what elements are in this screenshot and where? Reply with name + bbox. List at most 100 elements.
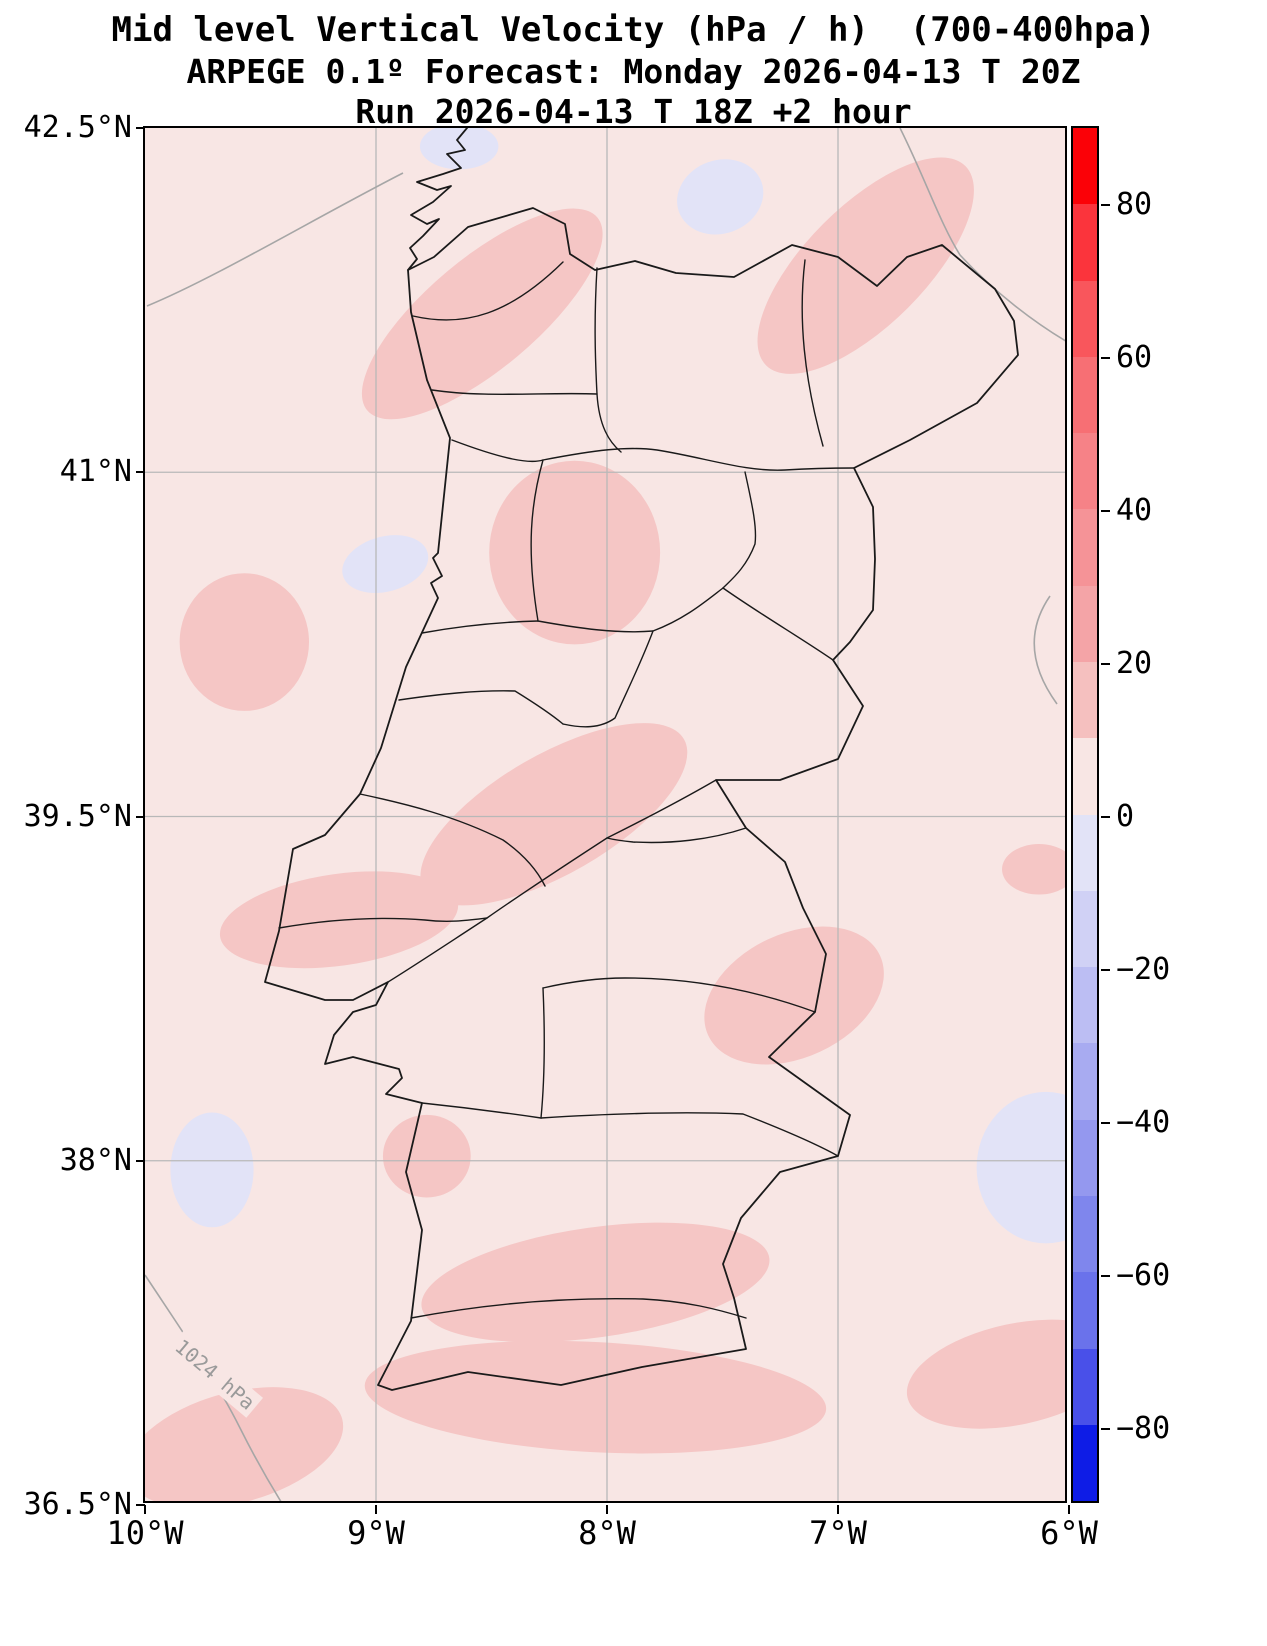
colorbar-tick-mark xyxy=(1101,662,1110,665)
colorbar-segment xyxy=(1073,356,1097,434)
x-tick-label: 10°W xyxy=(106,1514,184,1552)
colorbar-segment xyxy=(1073,585,1097,662)
x-tick-label: 8°W xyxy=(578,1514,636,1552)
colorbar-segment xyxy=(1073,890,1097,968)
district-boundary xyxy=(722,587,834,661)
y-tick-label: 41°N xyxy=(59,454,132,490)
colorbar-tick-label: 0 xyxy=(1116,798,1135,834)
y-tick-mark xyxy=(136,127,145,129)
isobar-line-northeast xyxy=(899,128,1065,342)
contour-patch xyxy=(420,723,688,906)
contour-patch xyxy=(364,1340,827,1454)
y-tick-mark xyxy=(136,1159,145,1162)
district-boundary xyxy=(412,261,564,321)
district-boundary xyxy=(387,779,717,983)
colorbar-segment xyxy=(1073,1348,1097,1425)
colorbar-tick-mark xyxy=(1101,203,1110,206)
contour-patch xyxy=(906,1319,1065,1429)
x-tick-label: 6°W xyxy=(1040,1514,1098,1552)
colorbar-tick-label: −60 xyxy=(1116,1257,1171,1293)
colorbar-segment xyxy=(1073,433,1097,510)
contour-patch xyxy=(704,926,884,1065)
contour-patch xyxy=(382,1114,471,1198)
map-svg xyxy=(145,128,1065,1501)
colorbar-tick-label: −20 xyxy=(1116,951,1171,987)
x-tick-label: 7°W xyxy=(809,1514,867,1552)
district-boundary xyxy=(398,690,564,725)
colorbar-segment xyxy=(1073,1043,1097,1120)
district-boundary xyxy=(431,389,598,395)
colorbar-segment xyxy=(1073,509,1097,586)
y-tick-label: 42.5°N xyxy=(23,110,132,145)
colorbar-tick-mark xyxy=(1101,815,1110,818)
district-boundary xyxy=(562,630,654,728)
x-tick-mark xyxy=(606,1505,608,1514)
colorbar-tick-label: 40 xyxy=(1116,492,1153,528)
contour-patch xyxy=(976,1091,1065,1244)
colorbar-segment xyxy=(1073,1272,1097,1349)
colorbar-tick-label: 80 xyxy=(1116,186,1153,222)
district-boundary xyxy=(421,1102,542,1119)
contour-patch xyxy=(361,208,603,420)
colorbar-tick-mark xyxy=(1101,1427,1110,1430)
colorbar-segment xyxy=(1073,1119,1097,1196)
colorbar-tick-label: 20 xyxy=(1116,645,1153,681)
district-boundary xyxy=(542,977,816,1013)
contour-patch xyxy=(170,1112,254,1228)
district-boundary xyxy=(540,987,546,1119)
contour-patch xyxy=(145,1387,344,1501)
contour-patch xyxy=(419,128,499,170)
chart-title: Mid level Vertical Velocity (hPa / h) (7… xyxy=(111,10,1156,50)
map-plot-area: 1024 hPa xyxy=(143,126,1067,1503)
contour-patch xyxy=(489,460,661,645)
colorbar-tick-mark xyxy=(1101,1274,1110,1277)
district-boundary xyxy=(606,827,747,844)
colorbar-segment xyxy=(1073,967,1097,1044)
x-tick-mark xyxy=(144,1505,146,1514)
colorbar-segment xyxy=(1073,661,1097,739)
colorbar-tick-label: −40 xyxy=(1116,1104,1171,1140)
colorbar-segment xyxy=(1073,128,1097,205)
district-boundary xyxy=(530,459,544,622)
y-tick-label: 36.5°N xyxy=(23,1487,132,1522)
district-boundary xyxy=(540,1112,839,1157)
contour-patch xyxy=(757,157,974,374)
district-boundary xyxy=(359,793,546,887)
contour-patches xyxy=(145,128,1065,1501)
colorbar-segment xyxy=(1073,280,1097,357)
chart-title-block: Mid level Vertical Velocity (hPa / h) (7… xyxy=(0,8,1267,132)
contour-patch xyxy=(677,159,764,235)
district-boundary xyxy=(410,1297,747,1319)
district-boundary xyxy=(278,917,488,929)
colorbar-segment xyxy=(1073,738,1097,815)
colorbar-tick-label: −80 xyxy=(1116,1410,1171,1446)
colorbar-tick-mark xyxy=(1101,509,1110,512)
portugal-outline xyxy=(264,207,1019,1391)
colorbar-tick-mark xyxy=(1101,1121,1110,1124)
district-boundary xyxy=(801,259,824,447)
colorbar-segment xyxy=(1073,204,1097,281)
grid-lines xyxy=(145,128,1065,1501)
x-tick-mark xyxy=(837,1505,839,1514)
y-tick-mark xyxy=(136,1504,145,1506)
colorbar-segment xyxy=(1073,1195,1097,1273)
y-tick-mark xyxy=(136,815,145,818)
colorbar-tick-mark xyxy=(1101,968,1110,971)
chart-subtitle: ARPEGE 0.1º Forecast: Monday 2026-04-13 … xyxy=(186,52,1081,91)
isobar-lines xyxy=(145,128,1065,1501)
district-boundary xyxy=(421,620,539,634)
y-tick-mark xyxy=(136,471,145,474)
x-tick-label: 9°W xyxy=(347,1514,405,1552)
colorbar xyxy=(1071,126,1099,1503)
contour-patch xyxy=(421,1222,770,1343)
contour-patch xyxy=(342,535,429,593)
spain-coastline xyxy=(407,128,468,271)
y-tick-label: 38°N xyxy=(59,1142,132,1178)
contour-patch xyxy=(179,573,310,711)
district-boundary xyxy=(722,471,757,589)
colorbar-tick-mark xyxy=(1101,356,1110,359)
colorbar-segment xyxy=(1073,1424,1097,1502)
isobar-line-northwest xyxy=(146,172,404,307)
x-tick-mark xyxy=(1068,1505,1070,1514)
